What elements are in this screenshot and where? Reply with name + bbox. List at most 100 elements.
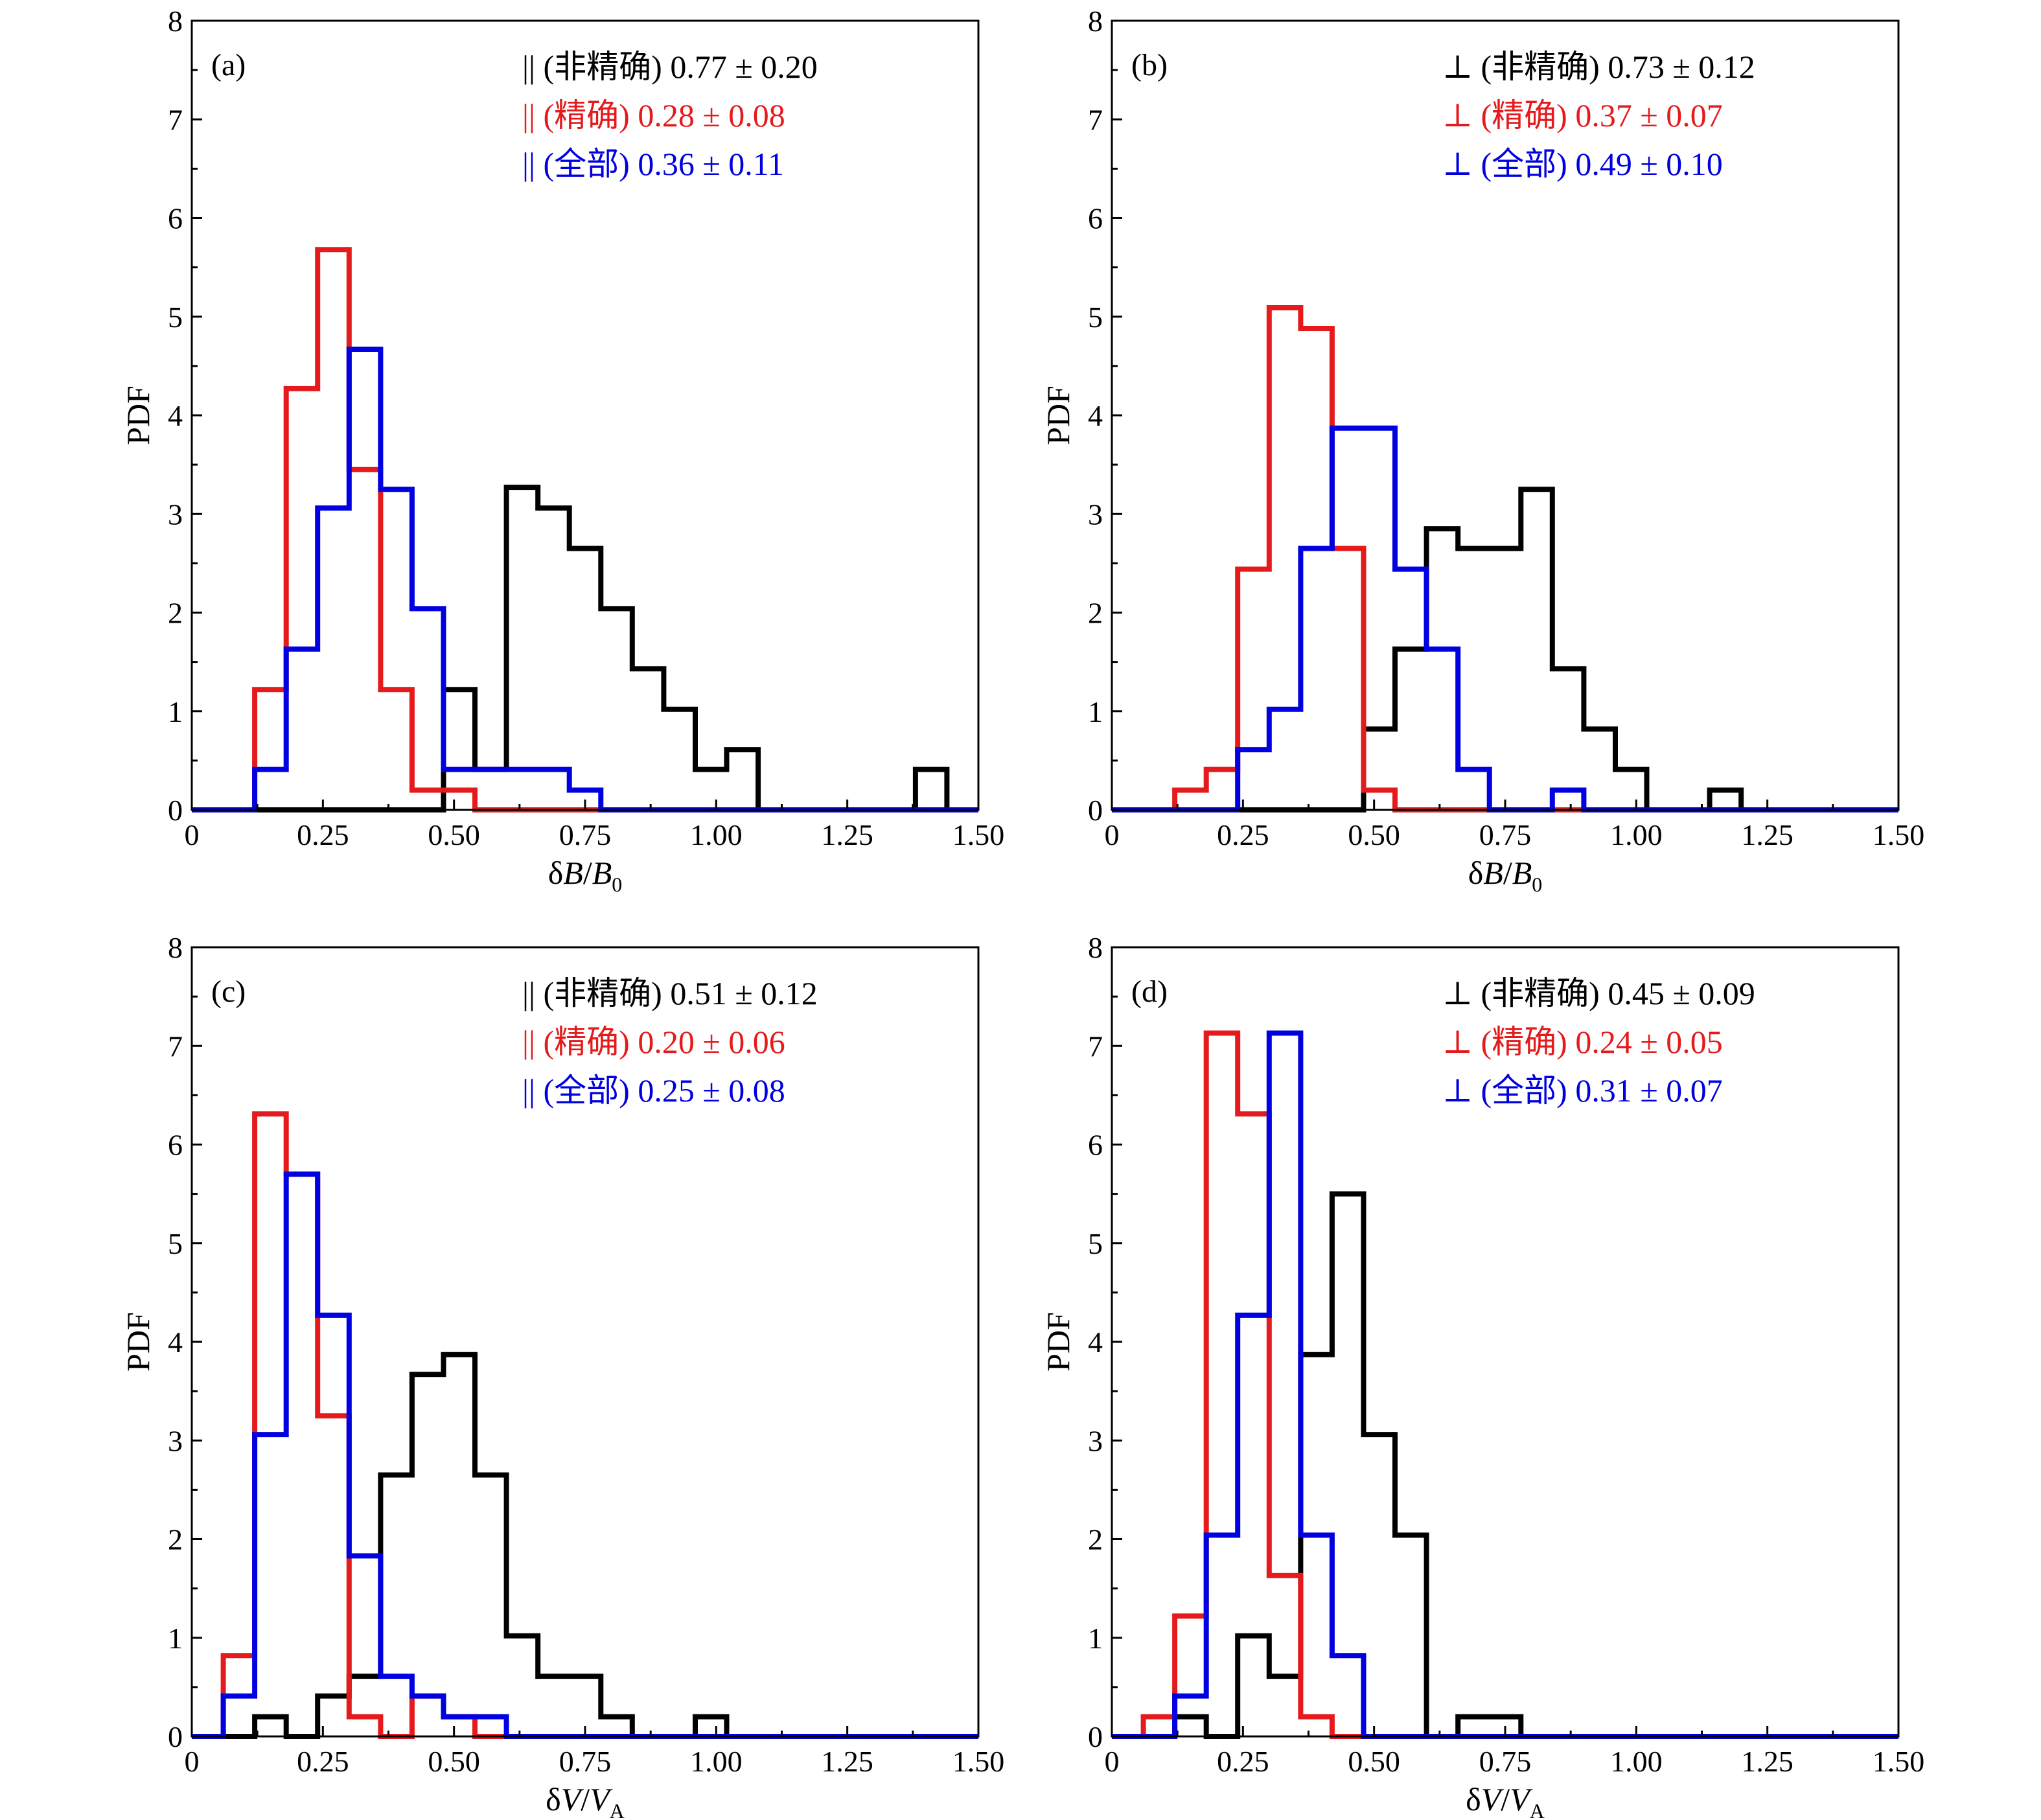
y-tick-label: 6 <box>168 1129 183 1162</box>
y-tick-label: 4 <box>1088 399 1103 432</box>
y-tick-label: 6 <box>1088 202 1103 235</box>
y-tick-label: 4 <box>1088 1326 1103 1359</box>
histogram-panel-1: 0 0.25 0.50 0.75 1.00 1.25 1.50 0 1 2 3 4 5 6 7 8 PDF δB/… <box>1040 5 1924 896</box>
legend-entry-non_precise: ⊥ (非精确) 0.45 ± 0.09 <box>1442 975 1755 1011</box>
y-tick-label: 1 <box>168 695 183 728</box>
plot-frame <box>1111 19 1900 811</box>
legend-entry-precise: || (精确) 0.20 ± 0.06 <box>522 1024 785 1060</box>
y-tick-label: 5 <box>168 301 183 334</box>
x-tick-label: 0.25 <box>1217 818 1269 851</box>
histogram-series-non_precise <box>1112 1191 1898 1739</box>
y-tick-label: 2 <box>168 597 183 630</box>
y-tick-label: 2 <box>1088 1523 1103 1556</box>
y-tick-label: 5 <box>1088 1227 1103 1260</box>
x-tick-label: 0 <box>185 1745 200 1778</box>
y-axis-label: PDF <box>1040 1312 1076 1372</box>
histogram-panel-0: 0 0.25 0.50 0.75 1.00 1.25 1.50 0 1 2 3 4 5 6 7 8 PDF δB/… <box>120 5 1004 896</box>
legend-entry-all: ⊥ (全部) 0.49 ± 0.10 <box>1442 146 1723 182</box>
panel-label: (b) <box>1131 48 1168 82</box>
legend-entry-non_precise: || (非精确) 0.51 ± 0.12 <box>522 975 818 1011</box>
y-axis-label: PDF <box>1040 386 1076 445</box>
y-axis-label: PDF <box>120 1312 156 1372</box>
histogram-series-all <box>1112 1030 1898 1739</box>
x-tick-label: 1.50 <box>1873 1745 1925 1778</box>
x-tick-label: 1.00 <box>1610 818 1663 851</box>
histogram-series-precise <box>1112 305 1898 812</box>
legend-entry-all: || (全部) 0.36 ± 0.11 <box>522 146 784 182</box>
legend-entry-precise: ⊥ (精确) 0.24 ± 0.05 <box>1442 1024 1723 1060</box>
y-tick-label: 1 <box>1088 1622 1103 1655</box>
y-tick-label: 5 <box>168 1227 183 1260</box>
x-tick-label: 1.25 <box>1741 818 1793 851</box>
legend-entry-precise: || (精确) 0.28 ± 0.08 <box>522 97 785 133</box>
legend-entry-precise: ⊥ (精确) 0.37 ± 0.07 <box>1442 97 1723 133</box>
x-tick-label: 1.00 <box>690 818 743 851</box>
x-axis-label: δV/VA <box>546 1781 625 1820</box>
x-tick-label: 1.00 <box>1610 1745 1663 1778</box>
y-tick-label: 3 <box>1088 498 1103 531</box>
y-tick-label: 8 <box>168 5 183 38</box>
panel-label: (a) <box>211 48 246 82</box>
plot-frame <box>1111 946 1900 1738</box>
y-tick-label: 0 <box>168 794 183 827</box>
x-axis-label: δB/B0 <box>548 855 623 896</box>
histogram-series-all <box>1112 425 1898 812</box>
x-tick-label: 0.25 <box>1217 1745 1269 1778</box>
histogram-series-non_precise <box>192 1352 978 1739</box>
plot-frame <box>190 19 980 811</box>
y-tick-label: 8 <box>168 931 183 964</box>
y-tick-label: 7 <box>168 103 183 136</box>
y-tick-label: 1 <box>1088 695 1103 728</box>
x-tick-label: 1.50 <box>952 1745 1005 1778</box>
legend-entry-non_precise: || (非精确) 0.77 ± 0.20 <box>522 49 818 85</box>
histogram-panel-2: 0 0.25 0.50 0.75 1.00 1.25 1.50 0 1 2 3 4 5 6 7 8 PDF δV/… <box>120 931 1004 1820</box>
x-tick-label: 0.75 <box>559 1745 612 1778</box>
x-tick-label: 0 <box>185 818 200 851</box>
panel-label: (d) <box>1131 974 1168 1009</box>
y-tick-label: 7 <box>1088 1030 1103 1063</box>
histogram-series-precise <box>1112 1030 1898 1739</box>
histogram-series-precise <box>192 1111 978 1739</box>
histogram-series-non_precise <box>1112 487 1898 812</box>
x-tick-label: 1.50 <box>952 818 1005 851</box>
x-tick-label: 0.50 <box>428 818 480 851</box>
legend-entry-non_precise: ⊥ (非精确) 0.73 ± 0.12 <box>1442 49 1755 85</box>
y-tick-label: 4 <box>168 399 183 432</box>
histogram-series-all <box>192 347 978 812</box>
y-axis-label: PDF <box>120 386 156 445</box>
x-tick-label: 0.75 <box>1479 1745 1532 1778</box>
x-tick-label: 1.50 <box>1873 818 1925 851</box>
y-tick-label: 2 <box>1088 597 1103 630</box>
x-tick-label: 0.50 <box>1348 1745 1400 1778</box>
x-axis-label: δB/B0 <box>1468 855 1543 896</box>
x-tick-label: 0.50 <box>428 1745 480 1778</box>
y-tick-label: 3 <box>168 498 183 531</box>
y-tick-label: 4 <box>168 1326 183 1359</box>
x-tick-label: 0.75 <box>559 818 612 851</box>
x-tick-label: 1.25 <box>1741 1745 1793 1778</box>
histogram-panel-3: 0 0.25 0.50 0.75 1.00 1.25 1.50 0 1 2 3 4 5 6 7 8 PDF δV/… <box>1040 931 1924 1820</box>
legend-entry-all: || (全部) 0.25 ± 0.08 <box>522 1072 785 1109</box>
x-tick-label: 1.25 <box>821 1745 873 1778</box>
legend-entry-all: ⊥ (全部) 0.31 ± 0.07 <box>1442 1072 1723 1109</box>
y-tick-label: 8 <box>1088 931 1103 964</box>
panel-label: (c) <box>211 974 246 1009</box>
y-tick-label: 7 <box>1088 103 1103 136</box>
histogram-series-all <box>192 1171 978 1739</box>
y-tick-label: 3 <box>168 1424 183 1457</box>
y-tick-label: 5 <box>1088 301 1103 334</box>
y-tick-label: 6 <box>1088 1129 1103 1162</box>
y-tick-label: 6 <box>168 202 183 235</box>
y-tick-label: 3 <box>1088 1424 1103 1457</box>
x-tick-label: 0.25 <box>297 1745 349 1778</box>
x-tick-label: 0 <box>1105 818 1120 851</box>
plot-frame <box>190 946 980 1738</box>
x-tick-label: 0.50 <box>1348 818 1400 851</box>
y-tick-label: 0 <box>1088 1720 1103 1753</box>
y-tick-label: 0 <box>168 1720 183 1753</box>
x-axis-label: δV/VA <box>1466 1781 1545 1820</box>
x-tick-label: 0 <box>1105 1745 1120 1778</box>
y-tick-label: 1 <box>168 1622 183 1655</box>
x-tick-label: 1.00 <box>690 1745 743 1778</box>
